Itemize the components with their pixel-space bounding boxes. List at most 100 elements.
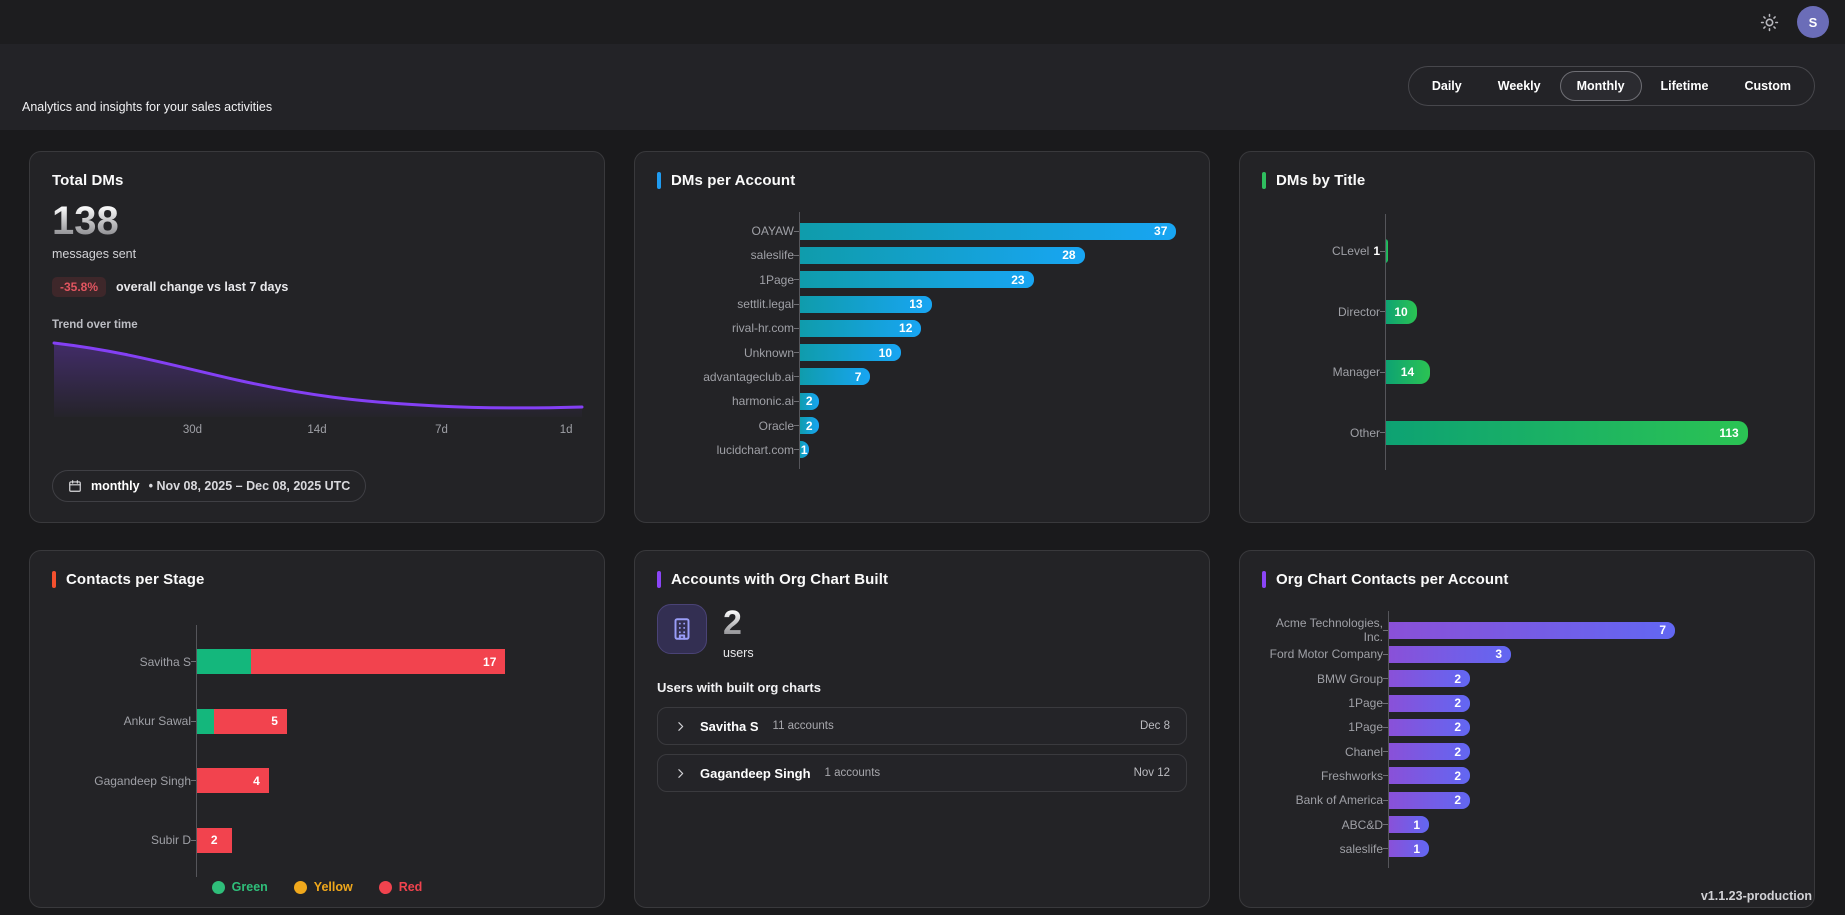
tick-mark: [794, 352, 799, 354]
bar-row: Gagandeep Singh 4: [52, 751, 582, 811]
chart-axis: [196, 625, 197, 877]
bar-row: settlit.legal 13: [657, 292, 1187, 316]
card-org-chart-built: Accounts with Org Chart Built 2 users: [634, 550, 1210, 908]
org-user-row[interactable]: Savitha S 11 accounts Dec 8: [657, 707, 1187, 745]
bar-segment-green: [196, 649, 251, 675]
bar: 12: [799, 319, 922, 337]
tick-mark: [794, 254, 799, 256]
bar-row: Chanel 2: [1262, 739, 1792, 763]
tab-custom[interactable]: Custom: [1727, 71, 1808, 101]
bar-value: 1: [1413, 817, 1420, 832]
tick-mark: [1383, 775, 1388, 777]
bar-row: Unknown 10: [657, 340, 1187, 364]
top-navbar: S: [0, 0, 1845, 44]
bar-fill: 28: [799, 246, 1085, 264]
bar-label: 1Page: [1348, 696, 1383, 711]
bar-segment-red: 5: [214, 708, 287, 734]
bar-segment-red: 4: [196, 768, 269, 794]
trend-title: Trend over time: [52, 319, 138, 331]
bar-value: 13: [909, 297, 923, 312]
bar: 2: [1388, 767, 1470, 785]
bar-fill: 2: [1388, 718, 1470, 736]
bar-label: ABC&D: [1341, 817, 1383, 832]
bar-label: 1Page: [759, 272, 794, 287]
tick-mark: [1383, 726, 1388, 728]
bar-value: 2: [805, 418, 813, 433]
page-subtitle: Analytics and insights for your sales ac…: [22, 100, 273, 114]
user-name: Gagandeep Singh: [700, 765, 811, 781]
accent-bar: [657, 571, 661, 588]
org-users-list: Savitha S 11 accounts Dec 8 Gagandeep Singh…: [657, 707, 1187, 792]
bar-row: Bank of America 2: [1262, 788, 1792, 812]
trend-chart: 30d 14d 7d 1d: [52, 337, 584, 440]
date-range-pill[interactable]: monthly • Nov 08, 2025 – Dec 08, 2025 UT…: [52, 470, 367, 502]
bar-label: settlit.legal: [737, 297, 794, 312]
bar-value: 1: [800, 442, 808, 457]
page-header: Analytics and insights for your sales ac…: [0, 44, 1845, 130]
bar-fill: 23: [799, 271, 1034, 289]
tab-weekly[interactable]: Weekly: [1481, 71, 1558, 101]
bar-value: 37: [1154, 224, 1168, 239]
bar-row: Ankur Sawal 5: [52, 692, 582, 752]
bar-fill: 10: [1385, 299, 1418, 324]
bar-value: 23: [1011, 272, 1025, 287]
bar-label: harmonic.ai: [731, 394, 794, 409]
bar-value: 2: [1454, 671, 1461, 686]
legend-item-green: Green: [211, 880, 268, 894]
calendar-icon: [68, 479, 82, 493]
bar: 23: [799, 271, 1034, 289]
bar: [1385, 239, 1389, 264]
bar-value: 28: [1062, 248, 1076, 263]
theme-toggle-button[interactable]: [1760, 13, 1779, 32]
user-date: Nov 12: [1133, 767, 1170, 779]
tick-mark: [1380, 371, 1385, 373]
bar-fill: 2: [799, 392, 820, 410]
bar: 5: [196, 708, 287, 734]
bar: 7: [799, 368, 871, 386]
tab-daily[interactable]: Daily: [1415, 71, 1479, 101]
bar-value: 10: [878, 345, 892, 360]
tick-mark: [794, 425, 799, 427]
user-avatar[interactable]: S: [1797, 6, 1829, 38]
bar-row: Manager 14: [1262, 342, 1792, 403]
accent-bar: [1262, 571, 1266, 588]
app-version: v1.1.23-production: [1700, 889, 1812, 903]
card-title: DMs by Title: [1276, 172, 1366, 189]
bar-row: 1Page 2: [1262, 691, 1792, 715]
tab-lifetime[interactable]: Lifetime: [1644, 71, 1726, 101]
bar-row: Oracle 2: [657, 413, 1187, 437]
total-dms-value: 138: [52, 199, 119, 243]
bar-value: 2: [1454, 793, 1461, 808]
trend-line-svg: [52, 341, 584, 417]
contacts-per-stage-chart: Savitha S 17 Ankur Sawal 5 Gagandeep Singh 4 S…: [52, 625, 582, 877]
bar-segment-red: 17: [250, 649, 506, 675]
org-users-unit: users: [723, 646, 754, 660]
bar-fill: 2: [799, 417, 820, 435]
bar-value: 1: [1373, 244, 1380, 259]
bar-label: rival-hr.com: [731, 321, 794, 336]
legend-label: Red: [398, 880, 423, 894]
bar: 1: [799, 441, 810, 459]
change-description: overall change vs last 7 days: [116, 280, 289, 294]
bar: 13: [799, 295, 932, 313]
bar-label: Oracle: [758, 418, 794, 433]
bar-label: Bank of America: [1295, 793, 1383, 808]
card-dms-by-title: DMs by Title CLevel 1 Director 10 Manager 14 O…: [1239, 151, 1815, 523]
bar-label: Subir D: [150, 833, 191, 848]
org-user-row[interactable]: Gagandeep Singh 1 accounts Nov 12: [657, 754, 1187, 792]
bar-label: Ankur Sawal: [123, 714, 191, 729]
bar-row: advantageclub.ai 7: [657, 365, 1187, 389]
bar-value: 17: [483, 654, 497, 669]
tick-mark: [1380, 311, 1385, 313]
period-label: monthly: [91, 479, 140, 493]
tab-monthly[interactable]: Monthly: [1559, 71, 1642, 101]
trend-xtick: 30d: [182, 424, 203, 436]
bar-label: Unknown: [743, 345, 794, 360]
bar: 2: [1388, 670, 1470, 688]
user-accounts-count: 1 accounts: [824, 767, 881, 779]
tick-mark: [1383, 653, 1388, 655]
bar-value: 2: [210, 833, 218, 848]
bar-fill: 113: [1385, 420, 1748, 445]
bar-value: 12: [899, 321, 913, 336]
card-title: Total DMs: [52, 172, 124, 189]
